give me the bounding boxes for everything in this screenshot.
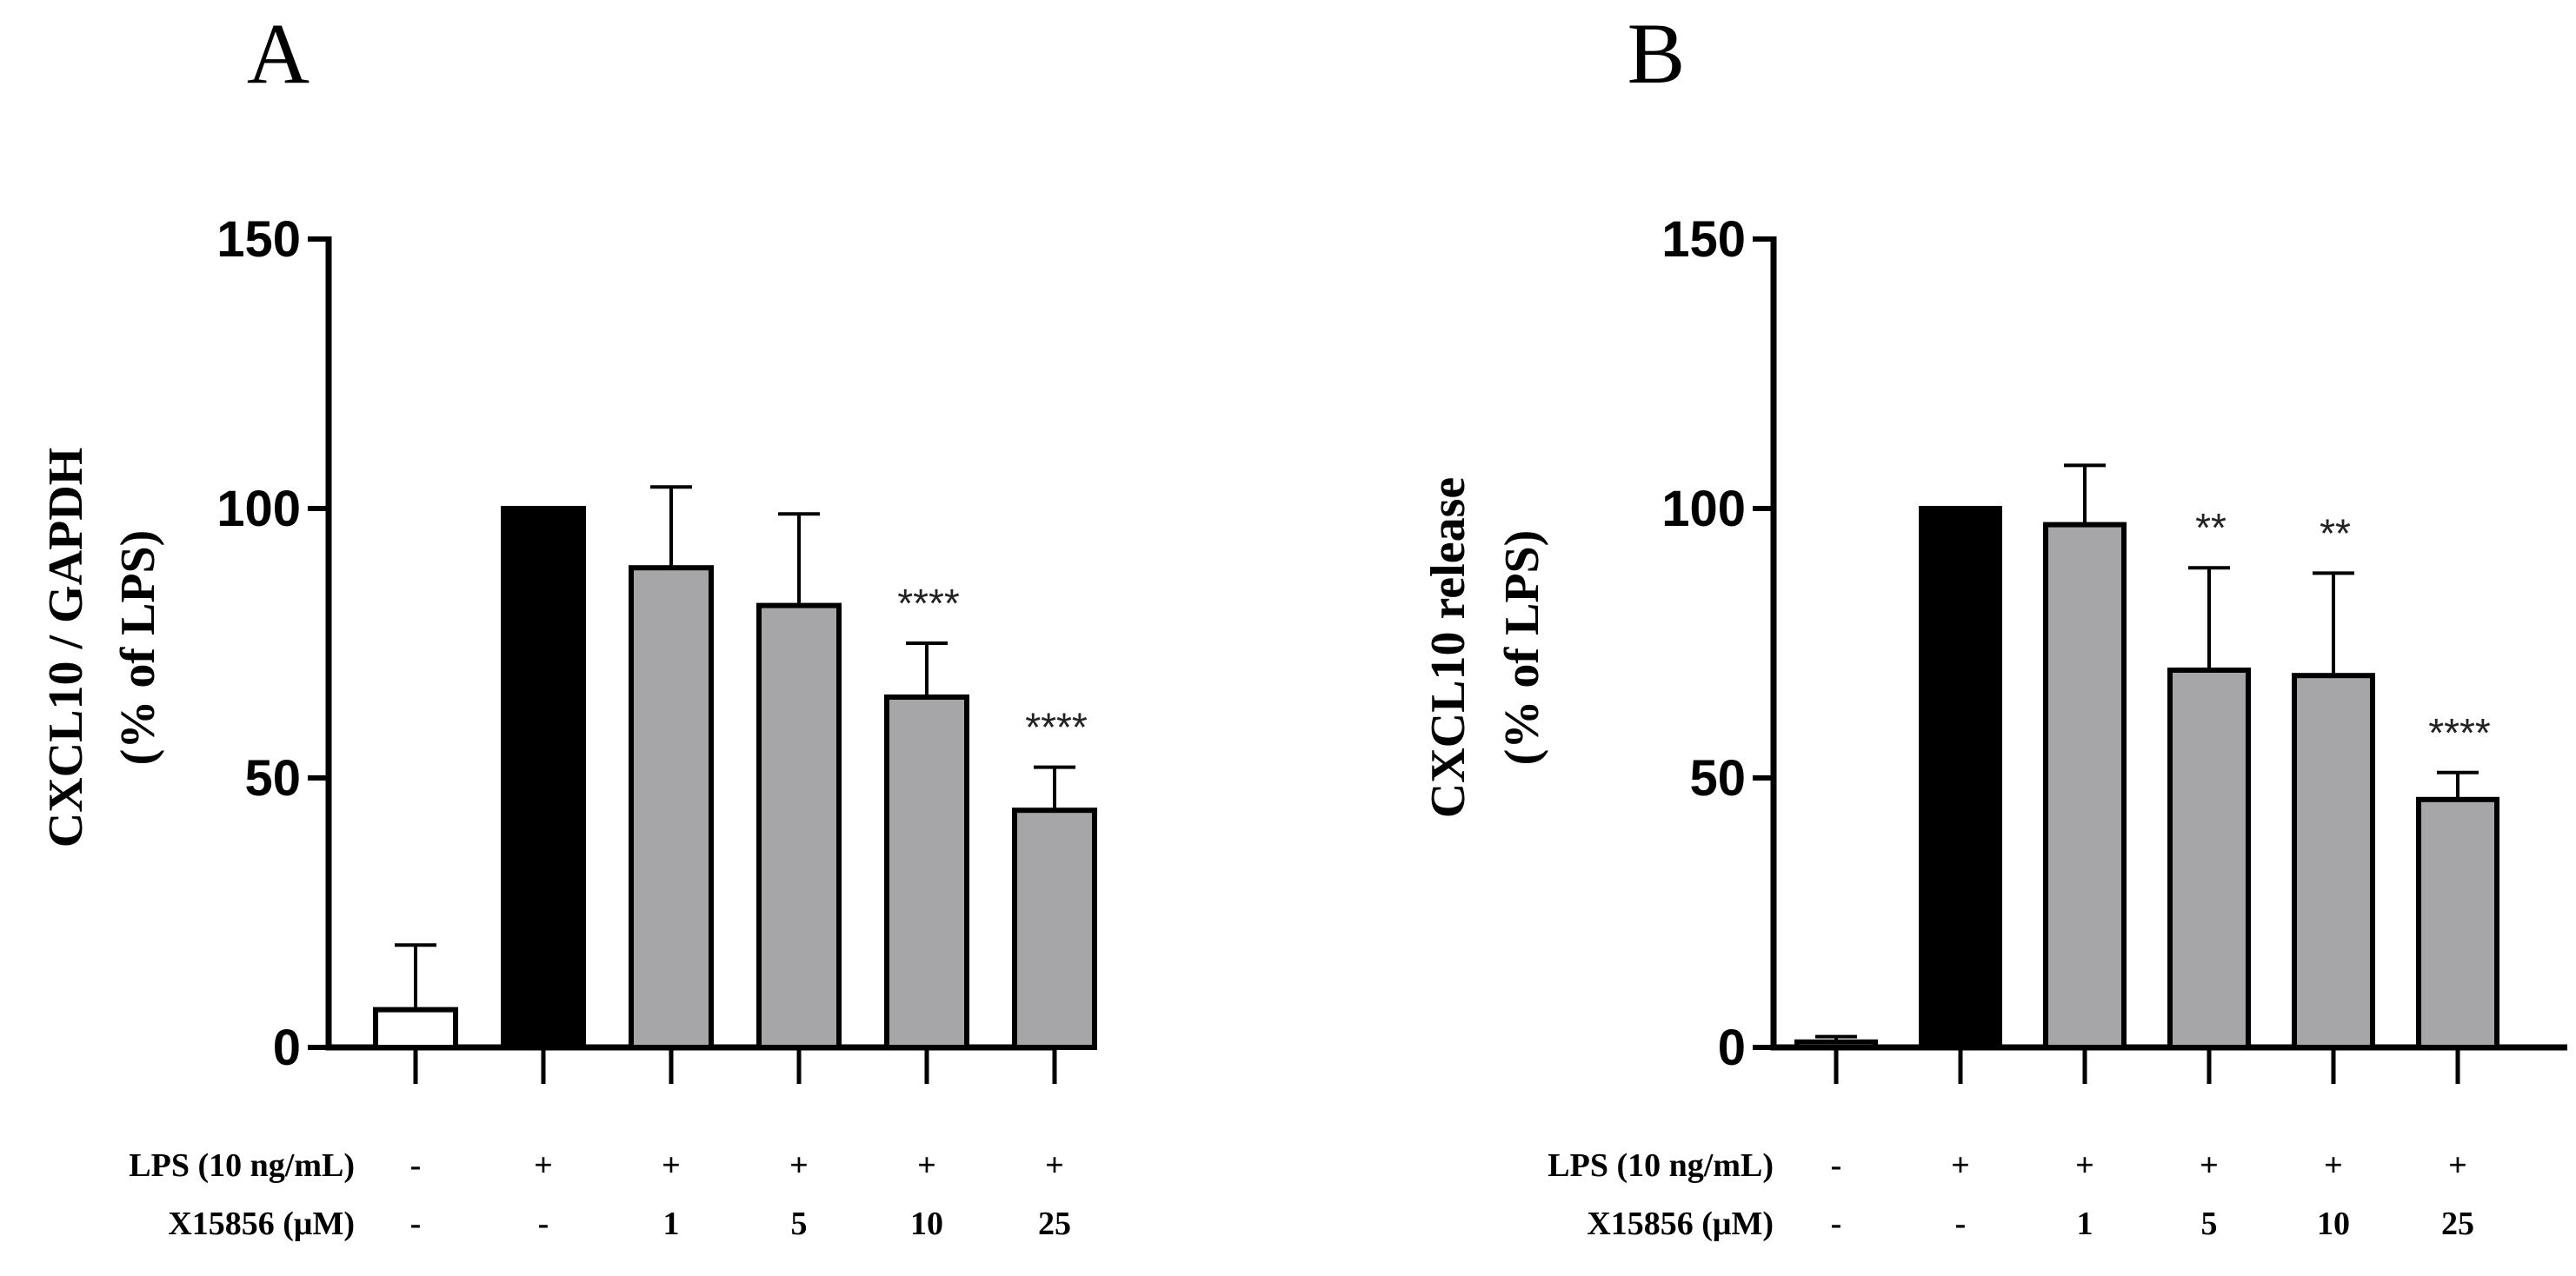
condition-value: +: [2075, 1147, 2094, 1184]
condition-value: +: [917, 1147, 936, 1184]
condition-label: X15856 (μM): [1587, 1206, 1774, 1242]
significance-mark: ****: [1025, 705, 1088, 750]
condition-value: 5: [2201, 1206, 2218, 1242]
condition-value: +: [2324, 1147, 2343, 1184]
condition-value: +: [534, 1147, 553, 1184]
bar: [501, 506, 586, 1050]
y-tick-label: 150: [216, 211, 301, 268]
condition-value: -: [538, 1206, 549, 1242]
bar: [884, 694, 969, 1050]
condition-value: 10: [2317, 1206, 2350, 1242]
bar: [756, 602, 842, 1050]
condition-value: -: [1955, 1206, 1967, 1242]
panel-letter: A: [247, 5, 310, 102]
significance-mark: **: [2195, 505, 2227, 550]
condition-value: -: [410, 1147, 422, 1184]
condition-value: -: [410, 1206, 422, 1242]
condition-value: -: [1831, 1206, 1842, 1242]
condition-value: 25: [2441, 1206, 2474, 1242]
condition-value: +: [2200, 1147, 2219, 1184]
y-axis-title: CXCL10 release: [1421, 477, 1475, 818]
condition-value: 10: [910, 1206, 943, 1242]
y-tick-label: 150: [1661, 211, 1746, 268]
bar: [2167, 668, 2251, 1050]
y-tick-label: 100: [1661, 481, 1746, 537]
y-tick-label: 0: [1718, 1020, 1746, 1076]
condition-value: +: [662, 1147, 681, 1184]
condition-value: +: [1045, 1147, 1064, 1184]
condition-value: +: [789, 1147, 809, 1184]
y-axis-subtitle: (% of LPS): [111, 530, 165, 766]
condition-value: 25: [1038, 1206, 1071, 1242]
condition-value: +: [2448, 1147, 2467, 1184]
y-tick-label: 50: [244, 750, 301, 807]
condition-label: LPS (10 ng/mL): [1548, 1147, 1774, 1184]
bar: [2043, 522, 2127, 1050]
bar: [629, 565, 714, 1050]
y-tick-label: 100: [216, 481, 301, 537]
panel-a: A CXCL10 / GAPDH (% of LPS) 0 50 100 150 **** **…: [39, 5, 1097, 1242]
significance-mark: ****: [897, 581, 960, 626]
condition-value: -: [1831, 1147, 1842, 1184]
bar: [373, 1007, 458, 1050]
bar: [1012, 807, 1097, 1050]
bar: [1919, 506, 2002, 1050]
condition-value: 1: [663, 1206, 680, 1242]
bar: [2416, 796, 2499, 1050]
y-tick-label: 50: [1689, 750, 1746, 807]
condition-value: 5: [791, 1206, 808, 1242]
condition-value: 1: [2077, 1206, 2093, 1242]
y-axis-subtitle: (% of LPS): [1495, 530, 1549, 766]
significance-mark: ****: [2428, 710, 2491, 755]
condition-value: +: [1951, 1147, 1970, 1184]
bar: [2292, 673, 2375, 1050]
significance-mark: **: [2320, 510, 2351, 555]
y-tick-label: 0: [273, 1020, 301, 1076]
bar: [1794, 1039, 1878, 1051]
panel-letter: B: [1627, 5, 1686, 102]
condition-label: LPS (10 ng/mL): [129, 1147, 355, 1184]
condition-label: X15856 (μM): [168, 1206, 355, 1242]
y-axis-title: CXCL10 / GAPDH: [39, 448, 93, 847]
